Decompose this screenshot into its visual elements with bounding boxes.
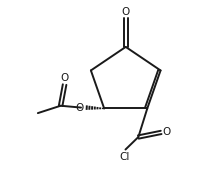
Text: O: O — [122, 7, 130, 17]
Text: O: O — [163, 127, 171, 137]
Text: O: O — [76, 102, 84, 113]
Text: Cl: Cl — [119, 152, 130, 162]
Text: O: O — [60, 73, 69, 83]
